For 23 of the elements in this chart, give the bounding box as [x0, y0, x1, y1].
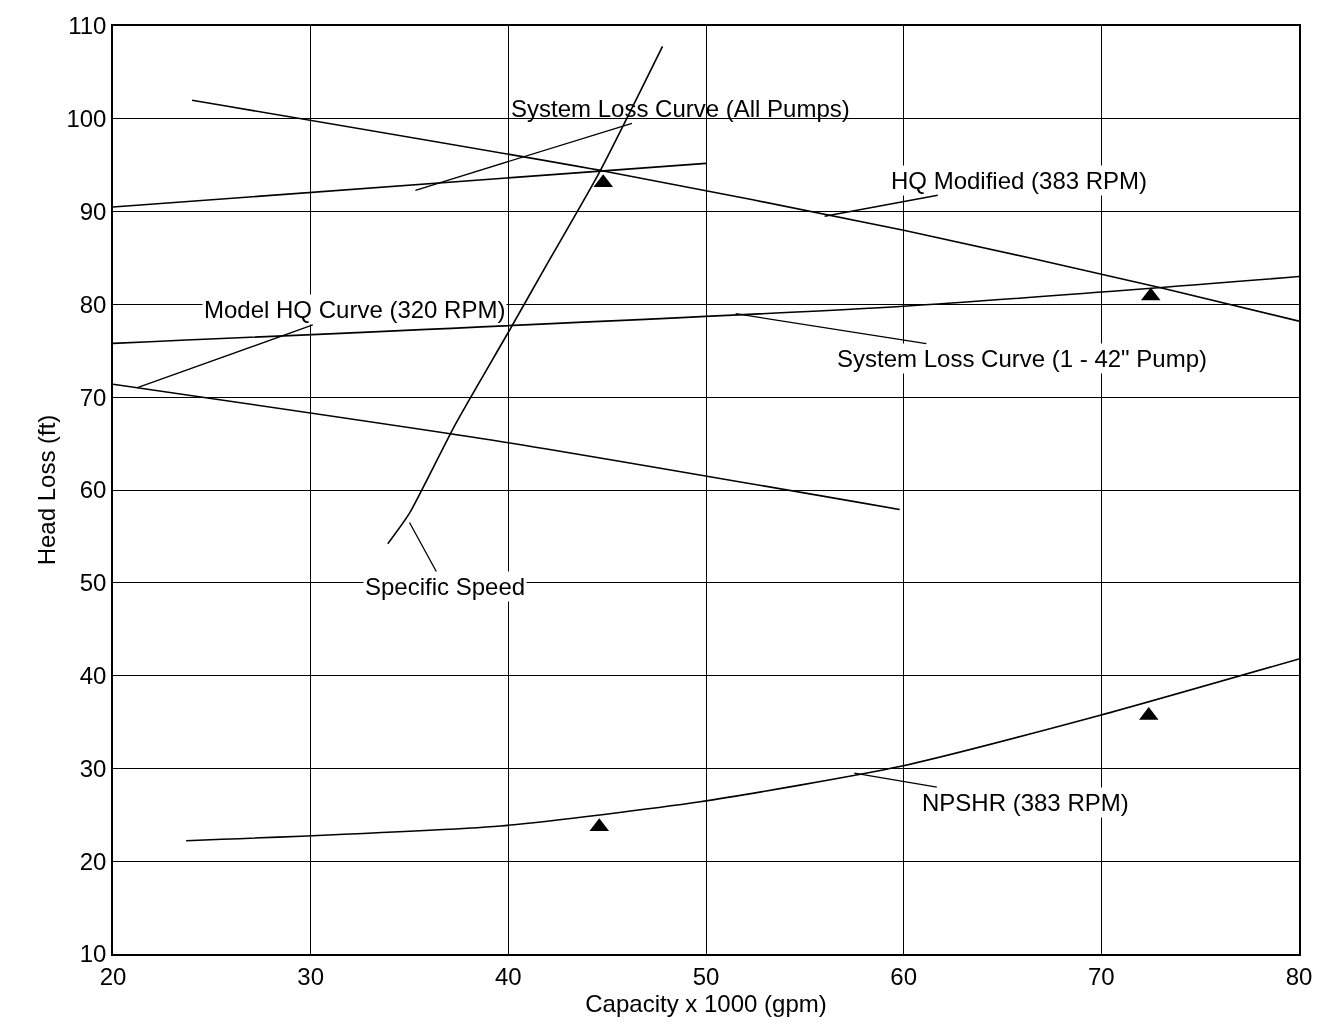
x-tick-label: 70 [1087, 962, 1115, 990]
y-tick-label: 110 [68, 12, 107, 40]
annotation: Model HQ Curve (320 RPM) [204, 296, 506, 323]
x-tick-label: 40 [494, 962, 522, 990]
x-axis-title: Capacity x 1000 (gpm) [585, 989, 827, 1017]
annotation: HQ Modified (383 RPM) [891, 167, 1148, 194]
y-tick-label: 60 [79, 476, 107, 504]
x-tick-label: 60 [890, 962, 918, 990]
x-tick-label: 30 [297, 962, 325, 990]
y-tick-label: 20 [79, 847, 107, 875]
x-tick-label: 80 [1285, 962, 1313, 990]
x-tick-label: 50 [692, 962, 720, 990]
y-tick-label: 90 [79, 198, 107, 225]
annotation: System Loss Curve (1 - 42" Pump) [837, 345, 1207, 372]
annotation: NPSHR (383 RPM) [922, 789, 1129, 816]
y-tick-label: 100 [66, 105, 107, 133]
y-tick-label: 40 [79, 662, 107, 689]
y-tick-label: 30 [79, 754, 107, 782]
y-tick-label: 70 [79, 383, 107, 411]
y-axis-title: Head Loss (ft) [33, 414, 60, 566]
y-tick-label: 50 [79, 569, 107, 597]
annotation: Specific Speed [365, 573, 526, 600]
y-tick-label: 80 [79, 290, 107, 318]
